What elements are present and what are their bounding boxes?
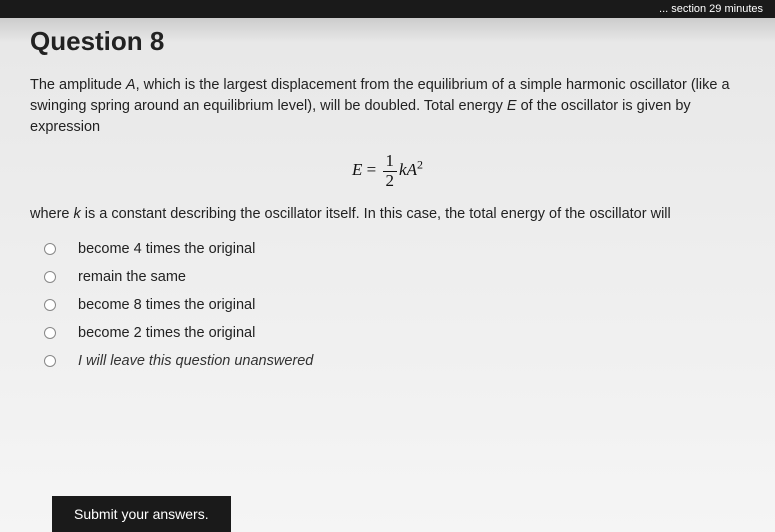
var-A: A	[126, 77, 136, 93]
var-E: E	[507, 98, 517, 114]
option-row[interactable]: become 4 times the original	[44, 241, 745, 257]
submit-button[interactable]: Submit your answers.	[52, 496, 231, 532]
radio-icon[interactable]	[44, 299, 56, 311]
option-label: become 4 times the original	[78, 241, 255, 257]
post-equation-text: where k is a constant describing the osc…	[30, 204, 745, 225]
post-eq-rest: is a constant describing the oscillator …	[81, 206, 671, 222]
option-row[interactable]: I will leave this question unanswered	[44, 353, 745, 369]
eq-A: A	[407, 160, 417, 179]
eq-frac-num: 1	[383, 152, 398, 172]
eq-k: k	[399, 160, 407, 179]
var-k: k	[74, 206, 81, 222]
eq-sup: 2	[417, 157, 423, 171]
eq-equals: =	[362, 160, 380, 179]
top-bar: ... section 29 minutes	[0, 0, 775, 18]
option-label: become 8 times the original	[78, 297, 255, 313]
radio-icon[interactable]	[44, 355, 56, 367]
timer-text: ... section 29 minutes	[659, 3, 763, 15]
eq-frac-den: 2	[383, 172, 398, 191]
question-container: Question 8 The amplitude A, which is the…	[0, 0, 775, 369]
option-row[interactable]: remain the same	[44, 269, 745, 285]
question-prompt: The amplitude A, which is the largest di…	[30, 75, 745, 138]
radio-icon[interactable]	[44, 271, 56, 283]
eq-lhs: E	[352, 160, 362, 179]
options-list: become 4 times the original remain the s…	[30, 241, 745, 369]
eq-fraction: 12	[383, 152, 398, 190]
option-label: remain the same	[78, 269, 186, 285]
option-label: become 2 times the original	[78, 325, 255, 341]
radio-icon[interactable]	[44, 243, 56, 255]
option-row[interactable]: become 8 times the original	[44, 297, 745, 313]
radio-icon[interactable]	[44, 327, 56, 339]
option-row[interactable]: become 2 times the original	[44, 325, 745, 341]
prompt-text: The amplitude	[30, 77, 126, 93]
option-label-unanswered: I will leave this question unanswered	[78, 353, 313, 369]
post-eq-pre: where	[30, 206, 74, 222]
question-title: Question 8	[30, 26, 745, 57]
equation: E = 12kA2	[30, 152, 745, 190]
